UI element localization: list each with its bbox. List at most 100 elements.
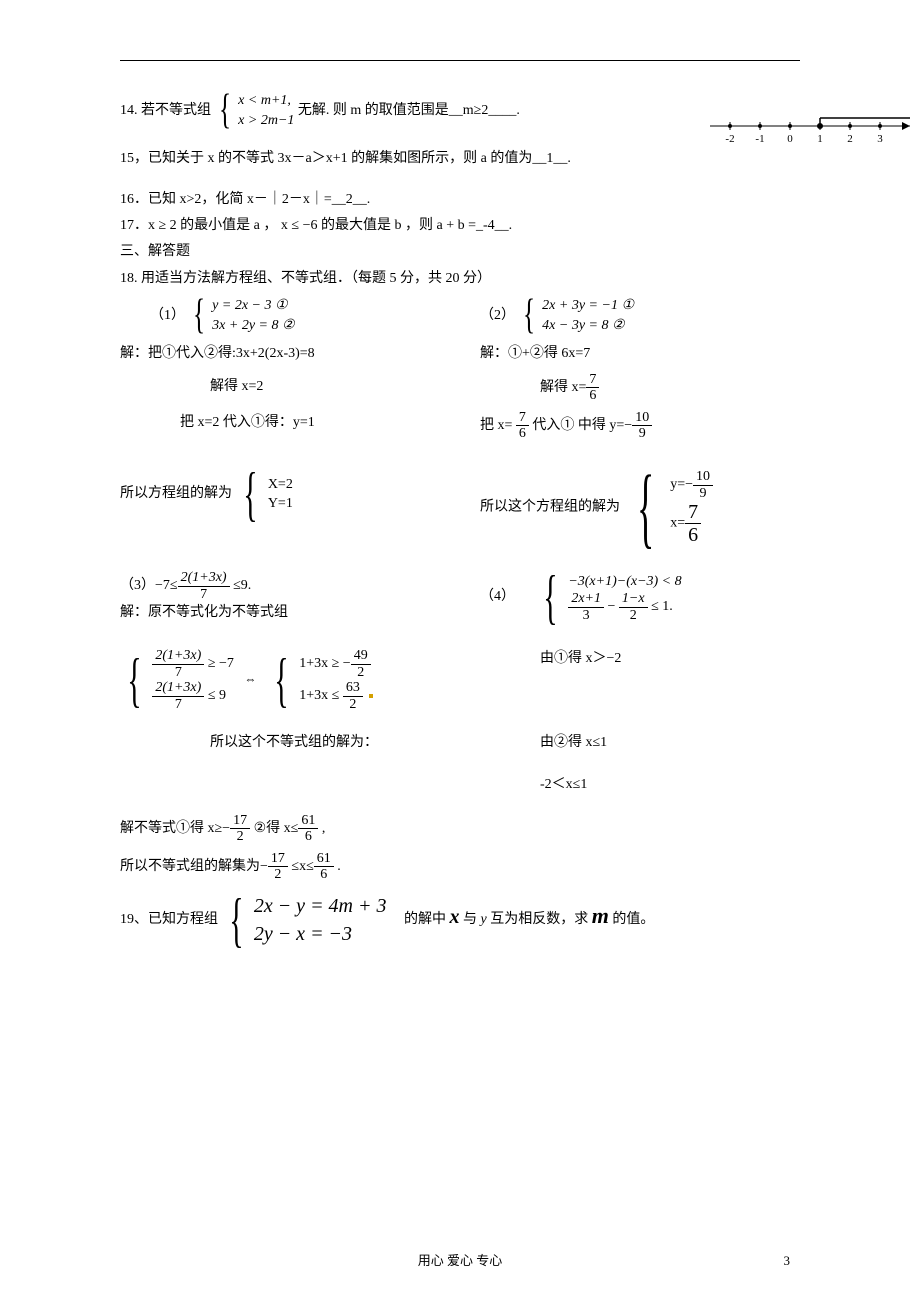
q18-title: 18. 用适当方法解方程组、不等式组．（每题 5 分，共 20 分） — [120, 268, 800, 290]
q18-4-l2: 由②得 x≤1 — [480, 732, 800, 754]
rhs: 1+3x ≥ − — [299, 657, 350, 672]
page: -2 -1 0 1 2 3 14. 若不等式组 { x < m+1, x > 2… — [0, 0, 920, 1302]
q19-and: 与 — [460, 913, 481, 928]
frac-den: 2 — [230, 829, 250, 844]
frac-den: 6 — [314, 867, 334, 882]
frac-den: 2 — [351, 665, 371, 680]
frac-num: 10 — [632, 410, 652, 426]
dot-icon — [369, 694, 373, 698]
q17: 17．x ≥ 2 的最小值是 a ， x ≤ −6 的最大值是 b ，则 a +… — [120, 215, 800, 237]
q15: 15，已知关于 x 的不等式 3x－a＞x+1 的解集如图所示，则 a 的值为_… — [120, 148, 800, 170]
q18-3-prefix: （3）−7≤ — [120, 578, 178, 593]
q18-1-res-bot: Y=1 — [268, 494, 293, 514]
q18-1: （1） { y = 2x − 3 ① 3x + 2y = 8 ② — [120, 296, 440, 335]
svg-text:3: 3 — [877, 133, 883, 145]
frac-den: 6 — [298, 829, 318, 844]
page-footer: 用心 爱心 专心 3 — [0, 1251, 920, 1272]
frac-num: 1−x — [619, 591, 648, 607]
svg-text:2: 2 — [847, 133, 853, 145]
q18-3: （3）−7≤2(1+3x)7 ≤9. 解：原不等式化为不等式组 — [120, 570, 440, 624]
frac-den: 9 — [632, 426, 652, 441]
q18-1-res-top: X=2 — [268, 475, 293, 495]
q14-mid: 无解. 则 m 的取值范围是__ — [298, 103, 463, 118]
q19-suf2: 的值。 — [609, 913, 655, 928]
q18-4-eq1: −3(x+1)−(x−3) < 8 — [568, 572, 681, 592]
rhs: ≤ 9 — [204, 688, 226, 703]
q15-text: 15，已知关于 x 的不等式 3x－a＞x+1 的解集如图所示，则 a 的值为_… — [120, 151, 546, 166]
q18-1-sol2: 解得 x=2 — [120, 376, 440, 398]
top-rule — [120, 60, 800, 61]
q18-3-res1-mid: ②得 x≤ — [250, 821, 298, 836]
q18-1-sol1: 解：把①代入②得:3x+2(2x-3)=8 — [120, 343, 440, 365]
footer-text: 用心 爱心 专心 — [418, 1253, 503, 1268]
brace-icon: { — [229, 893, 243, 947]
q16: 16．已知 x>2，化简 x－｜2－x｜=__2__. — [120, 189, 800, 211]
q18-2-sol3-prefix: 把 x= — [480, 418, 516, 433]
frac-num: 7 — [586, 372, 599, 388]
q18-2-eq2: 4x − 3y = 8 ② — [542, 316, 634, 336]
iff-icon: ⇔ — [244, 672, 256, 686]
q19-mid: 的解中 — [404, 913, 450, 928]
frac-num: 10 — [693, 469, 713, 485]
frac-den: 9 — [693, 486, 713, 501]
brace-icon: { — [274, 653, 288, 707]
q14-eq2: x > 2m−1 — [238, 111, 294, 131]
suffix: , — [318, 821, 325, 836]
frac-num: 63 — [343, 680, 363, 696]
q17-text: 17．x ≥ 2 的最小值是 a ， x ≤ −6 的最大值是 b ，则 a +… — [120, 218, 483, 233]
rhs: ≥ −7 — [204, 657, 234, 672]
q18-2-sol2-prefix: 解得 x= — [540, 380, 586, 395]
q19-m: m — [592, 904, 609, 929]
q14-suffix: ____. — [488, 103, 520, 118]
frac-num: 2(1+3x) — [152, 680, 204, 696]
frac-den: 2 — [619, 608, 648, 623]
frac-den: 7 — [152, 697, 204, 712]
q14-ans: m≥2 — [463, 103, 489, 118]
q19-x: x — [450, 907, 460, 929]
q18-2-res-bot-prefix: x= — [670, 516, 685, 531]
brace-icon: { — [636, 467, 653, 548]
q18-1-res-label: 所以方程组的解为 — [120, 487, 232, 502]
q18-1-eq2: 3x + 2y = 8 ② — [212, 316, 294, 336]
q18-4-l3: -2＜x≤1 — [480, 774, 800, 796]
frac-den: 2 — [343, 697, 363, 712]
frac-num: 2(1+3x) — [152, 648, 204, 664]
q18-4-eq2-suffix: ≤ 1. — [648, 599, 673, 614]
brace-icon: { — [127, 653, 141, 707]
mid: ≤x≤ — [288, 859, 314, 874]
q18-3-suffix: ≤9. — [230, 578, 252, 593]
frac-num: 7 — [685, 501, 701, 524]
brace-icon: { — [523, 297, 535, 335]
q18-4: （4） { −3(x+1)−(x−3) < 8 2x+13 − 1−x2 ≤ 1… — [480, 570, 800, 624]
q18-2: （2） { 2x + 3y = −1 ① 4x − 3y = 8 ② — [480, 296, 800, 335]
q18-4-l1: 由①得 x＞−2 — [480, 648, 800, 670]
frac-den: 6 — [586, 388, 599, 403]
q18-1-eq1: y = 2x − 3 ① — [212, 296, 294, 316]
q18-3-res-label: 所以这个不等式组的解为： — [120, 732, 440, 754]
suffix: . — [334, 859, 341, 874]
q15-suffix: __. — [553, 151, 571, 166]
svg-text:-2: -2 — [725, 133, 734, 145]
page-number: 3 — [784, 1251, 791, 1272]
q18-4-eq2-mid: − — [604, 599, 619, 614]
frac-den: 3 — [568, 608, 604, 623]
svg-text:0: 0 — [787, 133, 793, 145]
q18-3-res2-prefix: 所以不等式组的解集为− — [120, 859, 268, 874]
frac-num: 17 — [230, 813, 250, 829]
frac-num: 2x+1 — [568, 591, 604, 607]
q19: 19、已知方程组 { 2x − y = 4m + 3 2y − x = −3 的… — [120, 892, 800, 948]
svg-text:-1: -1 — [755, 133, 764, 145]
q17-ans: -4 — [483, 218, 495, 233]
q18-1-label: （1） — [150, 308, 185, 323]
brace-icon: { — [243, 467, 257, 521]
frac-num: 61 — [314, 851, 334, 867]
q18-2-label: （2） — [480, 308, 515, 323]
q18-2-res-top-prefix: y=− — [670, 478, 693, 493]
frac-num: 61 — [298, 813, 318, 829]
q19-eq1: 2x − y = 4m + 3 — [254, 892, 387, 920]
brace-icon: { — [219, 92, 231, 130]
frac-den: 6 — [685, 524, 701, 546]
frac-den: 7 — [178, 587, 230, 602]
q18-4-label: （4） — [480, 590, 515, 605]
q16-text: 16．已知 x>2，化简 x－｜2－x｜=__ — [120, 192, 346, 207]
